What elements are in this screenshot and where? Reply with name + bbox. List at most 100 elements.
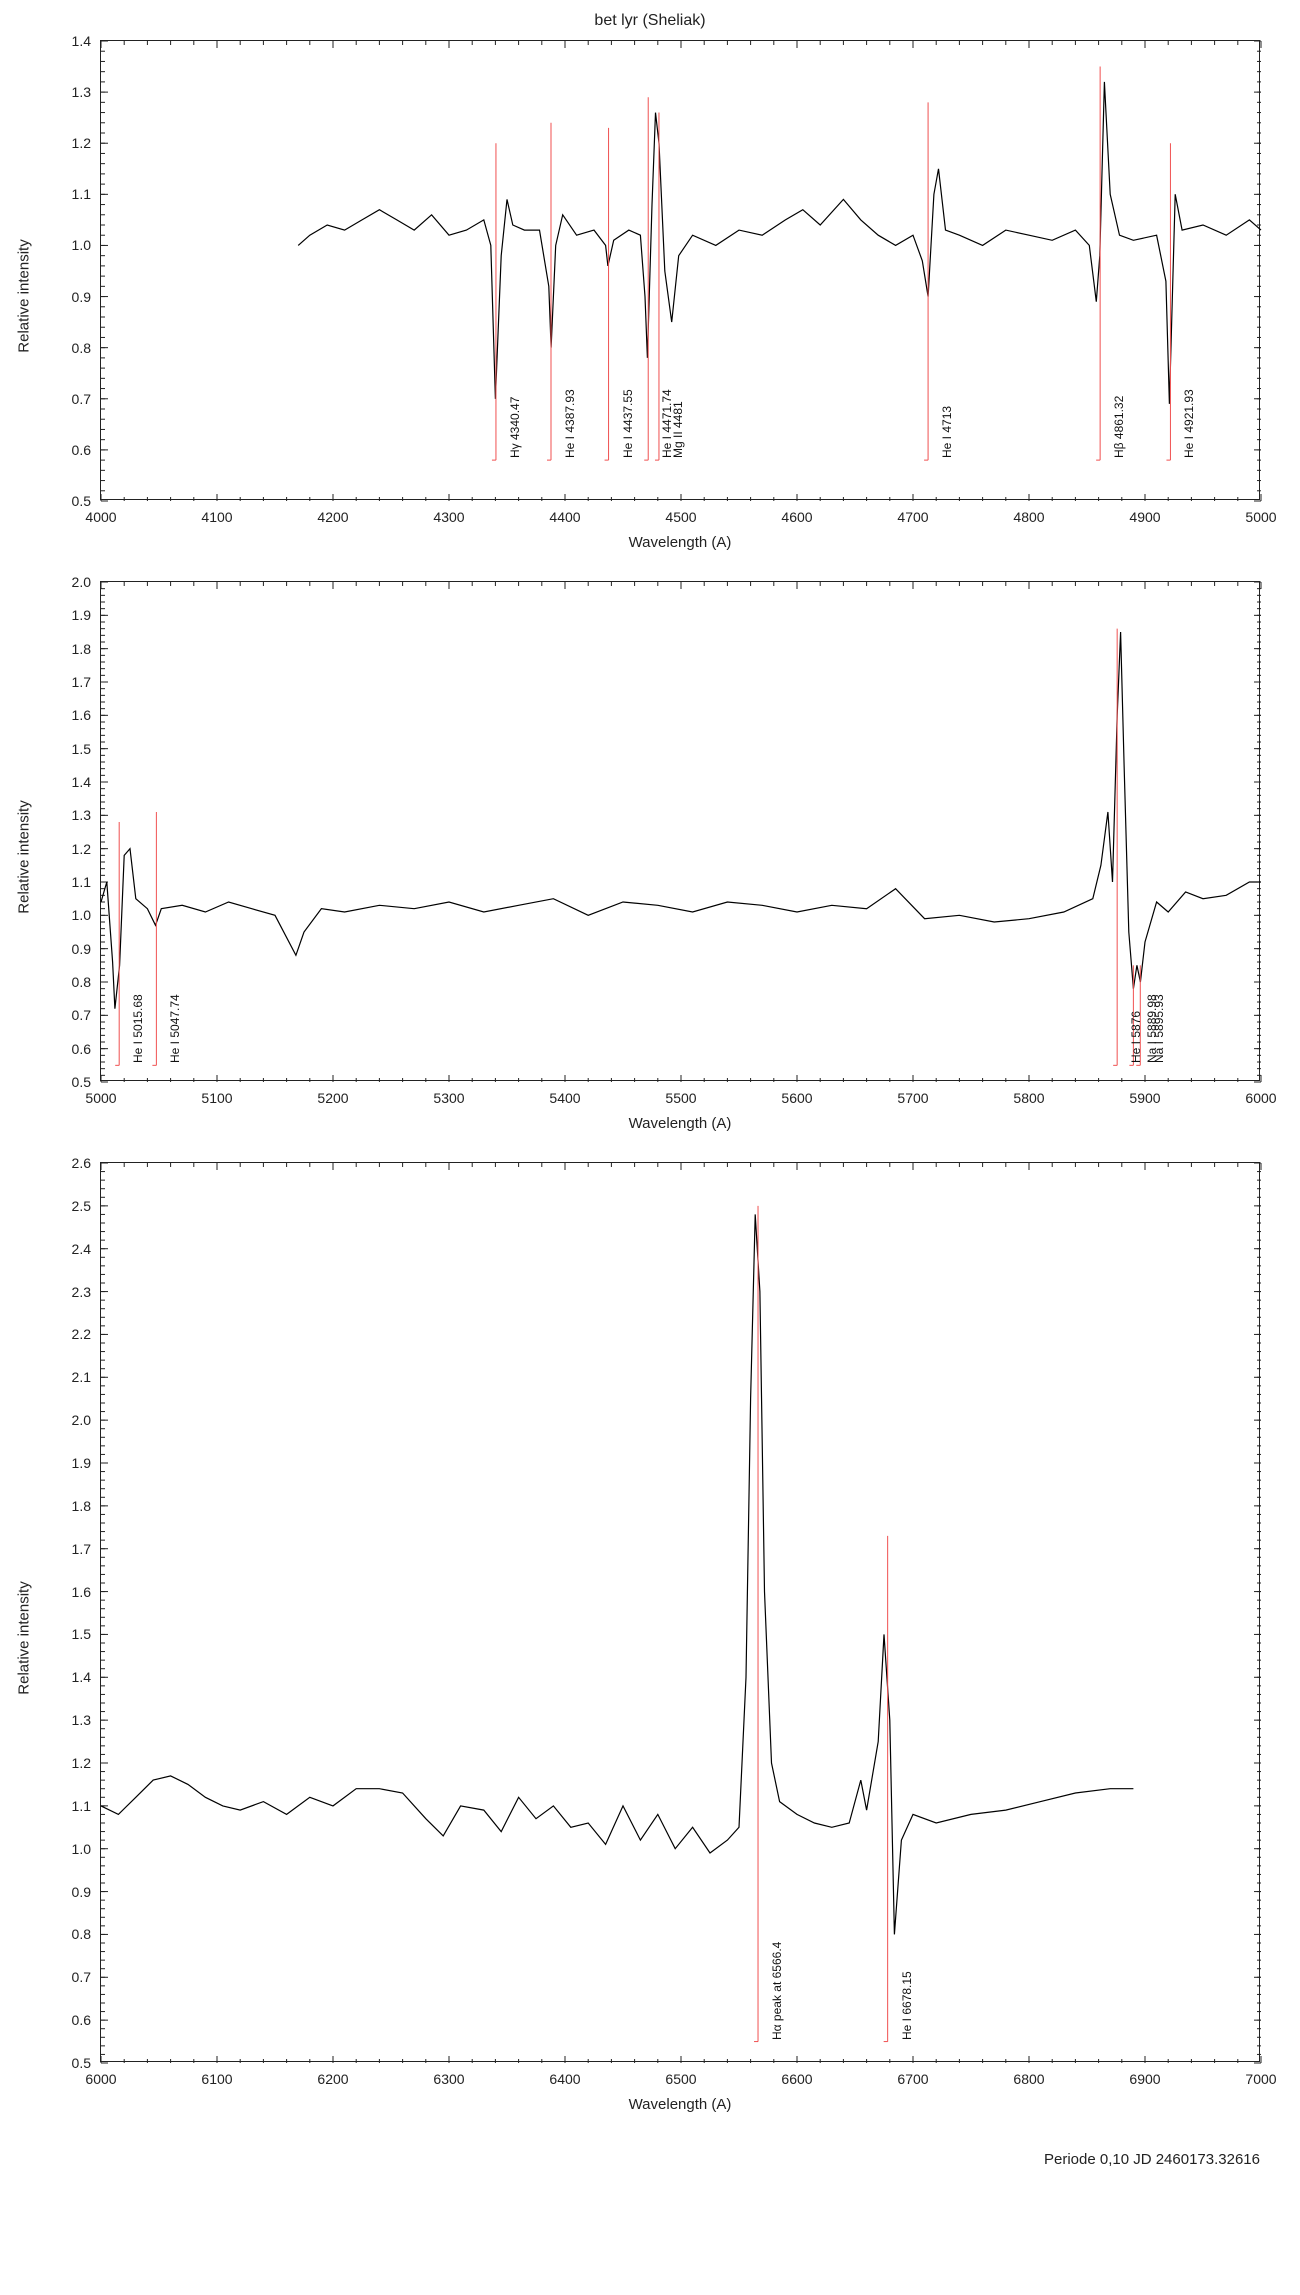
x-tick-label: 5000 (85, 1090, 116, 1106)
x-tick-label: 5300 (433, 1090, 464, 1106)
x-tick-label: 6600 (781, 2071, 812, 2087)
x-tick-label: 5000 (1245, 509, 1276, 525)
x-tick-label: 5600 (781, 1090, 812, 1106)
y-tick-label: 0.7 (72, 1007, 91, 1023)
y-tick-label: 1.8 (72, 641, 91, 657)
spectral-line-label: Hβ 4861.32 (1112, 396, 1126, 458)
y-axis-label: Relative intensity (16, 1581, 33, 1694)
x-tick-label: 4000 (85, 509, 116, 525)
spectral-line-label: Na I 5895.93 (1152, 995, 1166, 1064)
plot-area: 5000510052005300540055005600570058005900… (100, 581, 1260, 1081)
spectrum-trace (101, 632, 1261, 1009)
x-tick-label: 4100 (201, 509, 232, 525)
x-tick-label: 6700 (897, 2071, 928, 2087)
y-tick-label: 1.0 (72, 907, 91, 923)
y-tick-label: 0.8 (72, 1926, 91, 1942)
spectral-line-label: Hγ 4340.47 (508, 397, 522, 458)
y-tick-label: 0.6 (72, 442, 91, 458)
y-tick-label: 1.0 (72, 1841, 91, 1857)
y-tick-label: 1.7 (72, 1541, 91, 1557)
y-axis-label: Relative intensity (16, 239, 33, 352)
y-tick-label: 2.1 (72, 1369, 91, 1385)
y-tick-label: 1.4 (72, 774, 91, 790)
y-tick-label: 1.3 (72, 807, 91, 823)
spectral-line-label: He I 4437.55 (621, 389, 635, 458)
spectral-line-label: He I 5015.68 (131, 995, 145, 1064)
x-tick-label: 5800 (1013, 1090, 1044, 1106)
y-tick-label: 0.5 (72, 1074, 91, 1090)
x-tick-label: 6400 (549, 2071, 580, 2087)
y-tick-label: 0.9 (72, 289, 91, 305)
spectrum-trace (101, 1214, 1133, 1934)
y-tick-label: 1.0 (72, 237, 91, 253)
x-tick-label: 7000 (1245, 2071, 1276, 2087)
y-tick-label: 1.2 (72, 1755, 91, 1771)
spectral-line-label: Hα peak at 6566.4 (770, 1941, 784, 2039)
plot-area: 6000610062006300640065006600670068006900… (100, 1162, 1260, 2062)
x-tick-label: 4700 (897, 509, 928, 525)
x-tick-label: 4200 (317, 509, 348, 525)
x-tick-label: 6300 (433, 2071, 464, 2087)
y-tick-label: 1.4 (72, 1669, 91, 1685)
x-tick-label: 6500 (665, 2071, 696, 2087)
spectrum-trace (298, 82, 1261, 404)
y-tick-label: 1.1 (72, 1798, 91, 1814)
y-tick-label: 1.1 (72, 186, 91, 202)
y-tick-label: 2.4 (72, 1241, 91, 1257)
x-tick-label: 4600 (781, 509, 812, 525)
spectral-line-label: He I 4921.93 (1182, 389, 1196, 458)
y-axis-label: Relative intensity (16, 800, 33, 913)
spectral-line-label: He I 4713 (940, 406, 954, 458)
y-tick-label: 2.3 (72, 1284, 91, 1300)
x-tick-label: 4800 (1013, 509, 1044, 525)
spectral-line-label: Mg II 4481 (671, 401, 685, 458)
y-tick-label: 2.2 (72, 1326, 91, 1342)
x-tick-label: 4300 (433, 509, 464, 525)
y-tick-label: 0.6 (72, 2012, 91, 2028)
y-tick-label: 0.7 (72, 1969, 91, 1985)
y-tick-label: 0.8 (72, 340, 91, 356)
y-tick-label: 0.9 (72, 1884, 91, 1900)
y-tick-label: 1.3 (72, 84, 91, 100)
y-tick-label: 1.2 (72, 841, 91, 857)
plot-area: 4000410042004300440045004600470048004900… (100, 40, 1260, 500)
panels-container: Relative intensity 4000410042004300440045… (0, 40, 1300, 2113)
x-tick-label: 5400 (549, 1090, 580, 1106)
y-tick-label: 1.1 (72, 874, 91, 890)
spectral-line-label: He I 5047.74 (168, 995, 182, 1064)
y-tick-label: 0.6 (72, 1041, 91, 1057)
y-tick-label: 1.5 (72, 1626, 91, 1642)
y-tick-label: 1.8 (72, 1498, 91, 1514)
y-tick-label: 2.6 (72, 1155, 91, 1171)
spectral-line-label: He I 5876 (1129, 1011, 1143, 1063)
x-tick-label: 6000 (85, 2071, 116, 2087)
y-tick-label: 1.4 (72, 33, 91, 49)
y-tick-label: 1.9 (72, 1455, 91, 1471)
footer-text: Periode 0,10 JD 2460173.32616 (0, 2143, 1300, 2192)
y-tick-label: 1.5 (72, 741, 91, 757)
x-tick-label: 4900 (1129, 509, 1160, 525)
spectral-line-label: He I 4387.93 (563, 389, 577, 458)
x-tick-label: 5500 (665, 1090, 696, 1106)
x-tick-label: 6000 (1245, 1090, 1276, 1106)
y-tick-label: 2.0 (72, 1412, 91, 1428)
y-tick-label: 0.5 (72, 2055, 91, 2071)
spectrum-panel: Relative intensity4000410042004300440045… (40, 40, 1260, 551)
x-tick-label: 5200 (317, 1090, 348, 1106)
y-tick-label: 2.0 (72, 574, 91, 590)
spectrum-panel: Relative intensity6000610062006300640065… (40, 1162, 1260, 2113)
x-tick-label: 5900 (1129, 1090, 1160, 1106)
y-tick-label: 1.2 (72, 135, 91, 151)
spectral-line-label: He I 6678.15 (900, 1971, 914, 2040)
x-tick-label: 5700 (897, 1090, 928, 1106)
x-tick-label: 4400 (549, 509, 580, 525)
y-tick-label: 0.5 (72, 493, 91, 509)
y-tick-label: 1.6 (72, 1584, 91, 1600)
spectrum-panel: Relative intensity5000510052005300540055… (40, 581, 1260, 1132)
y-tick-label: 0.8 (72, 974, 91, 990)
y-tick-label: 2.5 (72, 1198, 91, 1214)
x-tick-label: 6900 (1129, 2071, 1160, 2087)
y-tick-label: 0.9 (72, 941, 91, 957)
y-tick-label: 0.7 (72, 391, 91, 407)
y-tick-label: 1.7 (72, 674, 91, 690)
